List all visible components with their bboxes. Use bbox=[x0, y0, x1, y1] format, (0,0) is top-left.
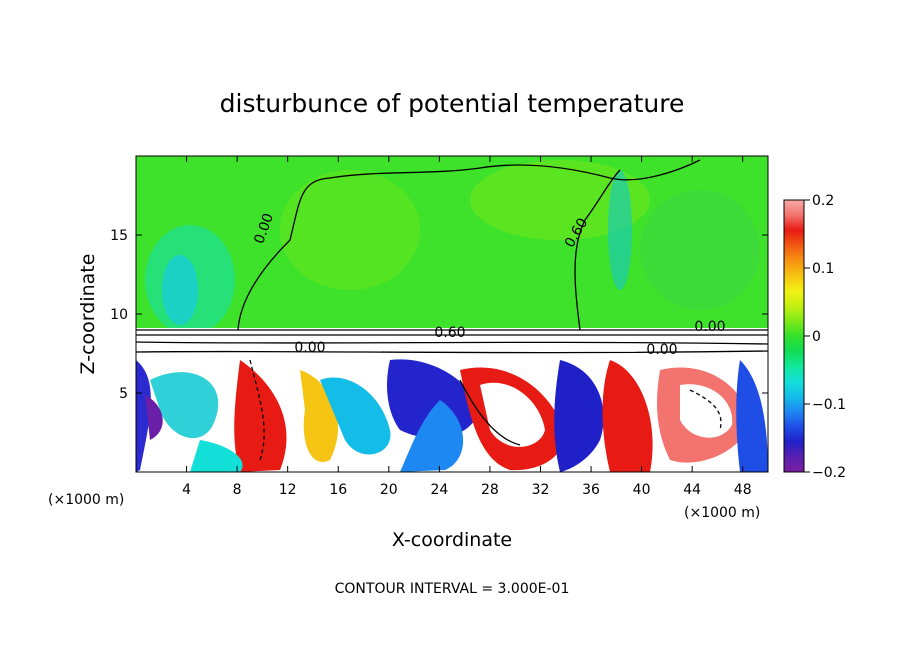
colorbar bbox=[783, 199, 805, 473]
temperature-field bbox=[136, 156, 768, 472]
lower-cyan-1 bbox=[150, 372, 219, 439]
lower-cold-1 bbox=[136, 360, 151, 472]
colorbar-tick-label: −0.1 bbox=[812, 397, 846, 413]
colorbar-ticks: −0.2 −0.1 0 0.1 0.2 bbox=[804, 193, 846, 481]
upper-warm-patch-2 bbox=[470, 160, 650, 240]
x-tick-label: 12 bbox=[279, 482, 297, 498]
x-tick-label: 44 bbox=[683, 482, 701, 498]
colorbar-tick-label: 0.2 bbox=[812, 193, 834, 209]
dashed-contour-1 bbox=[249, 359, 265, 461]
interface-band bbox=[136, 328, 768, 354]
contour-label: 0.60 bbox=[434, 325, 465, 341]
contour-interval-note: CONTOUR INTERVAL = 3.000E-01 bbox=[335, 581, 570, 597]
upper-cold-patch bbox=[162, 255, 198, 325]
upper-cold-column bbox=[608, 170, 632, 290]
dashed-contour-2 bbox=[689, 389, 722, 431]
x-tick-label: 4 bbox=[182, 482, 191, 498]
contour-label: 0.00 bbox=[694, 319, 725, 335]
x-tick-label: 32 bbox=[532, 482, 550, 498]
x-tick-label: 28 bbox=[481, 482, 499, 498]
x-tick-label: 24 bbox=[430, 482, 448, 498]
lower-warm-1 bbox=[234, 360, 287, 472]
contour-label: 0.00 bbox=[294, 340, 325, 356]
y-tick-label: 10 bbox=[110, 307, 128, 323]
x-tick-label: 16 bbox=[329, 482, 347, 498]
x-axis-label: X-coordinate bbox=[392, 529, 512, 551]
zero-contour-upper bbox=[237, 159, 701, 331]
x-tick-label: 40 bbox=[633, 482, 651, 498]
upper-warm-patch bbox=[280, 170, 420, 290]
x-tick-label: 36 bbox=[582, 482, 600, 498]
lower-purple-1 bbox=[145, 395, 163, 440]
x-tick-label: 8 bbox=[233, 482, 242, 498]
interface-contour-3 bbox=[136, 341, 768, 345]
y-ticks: 5 10 15 bbox=[110, 228, 768, 402]
interface-contour-4 bbox=[136, 350, 768, 354]
lower-cold-3 bbox=[400, 400, 464, 472]
zero-contour-column bbox=[574, 169, 621, 331]
contour-label: 0.00 bbox=[646, 342, 677, 358]
colorbar-tick-label: −0.2 bbox=[812, 465, 846, 481]
x-unit-left: (×1000 m) bbox=[48, 492, 124, 508]
lower-warm-2 bbox=[300, 370, 339, 462]
chart-title: disturbunce of potential temperature bbox=[220, 89, 685, 118]
colorbar-tick-label: 0.1 bbox=[812, 261, 834, 277]
y-axis-label: Z-coordinate bbox=[77, 254, 99, 375]
colorbar-tick-label: 0 bbox=[812, 329, 821, 345]
lower-cyan-3 bbox=[190, 440, 243, 472]
lower-cyan-2 bbox=[320, 377, 391, 455]
lower-warm-4 bbox=[602, 360, 653, 472]
lower-contour-1 bbox=[459, 379, 521, 446]
lower-cold-5 bbox=[736, 360, 768, 472]
lower-white-2 bbox=[680, 384, 733, 438]
x-ticks: 4 8 12 16 20 24 28 32 36 40 44 48 bbox=[182, 156, 752, 498]
y-tick-label: 5 bbox=[119, 386, 128, 402]
contour-lines bbox=[136, 159, 768, 461]
upper-patch-3 bbox=[640, 190, 760, 310]
x-unit-right: (×1000 m) bbox=[684, 505, 760, 521]
x-tick-label: 48 bbox=[734, 482, 752, 498]
lower-cold-4 bbox=[554, 360, 604, 472]
y-tick-label: 15 bbox=[110, 228, 128, 244]
x-tick-label: 20 bbox=[380, 482, 398, 498]
